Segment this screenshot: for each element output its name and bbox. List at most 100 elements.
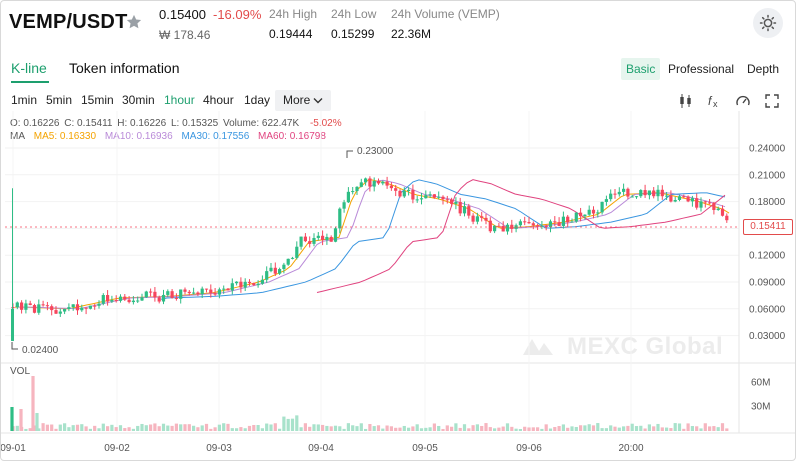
volume-bar <box>338 426 342 431</box>
price-tick-label: 0.09000 <box>749 278 786 289</box>
candle-body <box>544 225 548 228</box>
candle-body <box>15 302 19 308</box>
volume-bar <box>101 423 105 431</box>
candle-body <box>660 189 664 197</box>
favorite-star-icon[interactable] <box>125 13 143 31</box>
candle-body <box>613 193 617 195</box>
mode-depth[interactable]: Depth <box>747 62 780 76</box>
interval-5min[interactable]: 5min <box>46 93 73 107</box>
tab-token-information[interactable]: Token information <box>69 60 180 76</box>
candle-body <box>93 305 97 307</box>
volume-bar <box>424 427 428 431</box>
candle-body <box>97 303 101 306</box>
candle-body <box>316 235 320 238</box>
legend-ma60: MA60: 0.16798 <box>258 131 326 142</box>
interval-1min[interactable]: 1min <box>11 93 38 107</box>
candle-body <box>385 181 389 186</box>
volume-bar <box>37 428 41 431</box>
candle-body <box>437 196 441 198</box>
volume-bar <box>149 424 153 431</box>
candle-body <box>196 292 200 295</box>
theme-toggle-button[interactable] <box>753 8 783 38</box>
interval-1hour[interactable]: 1hour <box>164 93 195 107</box>
candle-body <box>252 283 256 286</box>
tab-kline[interactable]: K-line <box>11 60 47 76</box>
candle-body <box>561 216 565 226</box>
volume-bar <box>110 424 114 431</box>
candle-body <box>617 191 621 195</box>
candle-body <box>548 221 553 228</box>
candle-body <box>712 202 716 211</box>
candle-body <box>239 281 243 288</box>
current-price-tag: 0.15411 <box>743 219 793 235</box>
interval-15min[interactable]: 15min <box>81 93 114 107</box>
volume-bar <box>686 423 690 431</box>
volume-bar <box>553 427 557 431</box>
volume-bar <box>665 427 669 431</box>
moving-average-lines <box>15 178 730 310</box>
candle-body <box>131 300 135 303</box>
candle-body <box>634 196 639 198</box>
candle-body <box>351 191 355 193</box>
fullscreen-icon[interactable] <box>764 93 780 109</box>
volume-bar <box>329 426 333 431</box>
volume-bar <box>548 428 553 431</box>
candle-body <box>566 216 570 223</box>
volume-bar <box>596 423 600 431</box>
chevron-down-icon <box>313 98 323 104</box>
volume-bar <box>458 427 462 431</box>
volume-bar <box>45 424 49 431</box>
volume-bar <box>75 424 80 431</box>
volume-bar <box>514 428 518 431</box>
more-intervals-dropdown[interactable]: More <box>275 90 331 111</box>
candle-body <box>450 199 454 204</box>
candle-body <box>690 198 694 202</box>
candle-body <box>32 305 37 313</box>
candle-body <box>432 194 436 198</box>
volume-bar <box>97 428 101 431</box>
volume-bar <box>19 409 23 431</box>
settings-gauge-icon[interactable] <box>735 93 751 109</box>
volume-bar <box>591 425 596 431</box>
interval-4hour[interactable]: 4hour <box>203 93 234 107</box>
candle-body <box>355 186 359 192</box>
volume-bar <box>153 423 157 431</box>
candle-body <box>682 196 686 198</box>
volume-bar <box>381 428 385 431</box>
fiat-price: ₩ 178.46 <box>159 28 211 42</box>
volume-bar <box>247 425 252 431</box>
interval-1day[interactable]: 1day <box>244 93 271 107</box>
candle-body <box>127 299 131 303</box>
legend-volume: Volume: 622.47K <box>223 118 300 129</box>
volume-bar <box>497 427 501 431</box>
candle-body <box>359 182 363 187</box>
mode-basic[interactable]: Basic <box>621 58 661 80</box>
volume-bar <box>252 424 256 431</box>
price-tick-label: 0.03000 <box>749 331 786 342</box>
mode-professional[interactable]: Professional <box>668 62 735 76</box>
interval-30min[interactable]: 30min <box>122 93 155 107</box>
volume-bar <box>480 425 484 431</box>
volume-bar <box>106 426 110 431</box>
volume-bar <box>346 423 350 431</box>
volume-bar <box>579 425 583 431</box>
volume-bar <box>179 424 183 431</box>
time-tick-label: 09-05 <box>412 443 438 454</box>
candle-body <box>699 201 703 208</box>
candle-body <box>170 291 174 298</box>
volume-bar <box>643 428 647 431</box>
candle-body <box>510 224 514 229</box>
volume-bar <box>639 425 643 431</box>
volume-bar <box>265 423 269 431</box>
volume-bar <box>570 426 574 431</box>
volume-bar <box>351 425 355 431</box>
candle-body <box>75 304 80 311</box>
volume-bar <box>204 423 209 431</box>
candle-body <box>303 236 307 242</box>
candlestick-type-icon[interactable] <box>678 93 694 109</box>
legend-ma5: MA5: 0.16330 <box>33 131 97 142</box>
candle-body <box>574 212 578 222</box>
candle-body <box>600 201 604 213</box>
volume-bar <box>536 427 540 431</box>
